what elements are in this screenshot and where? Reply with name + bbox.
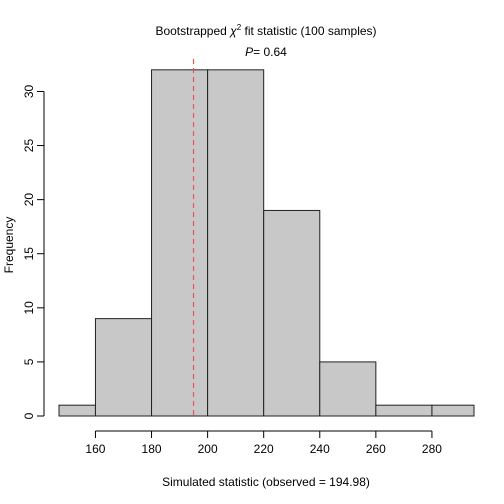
x-axis: 160 180 200 220 240 260 280 [85, 431, 442, 456]
title-suffix: fit statistic (100 samples) [241, 24, 376, 38]
x-tick-label: 260 [366, 442, 386, 456]
y-tick-label: 30 [22, 84, 36, 98]
histogram-bar [432, 405, 474, 416]
bars-layer [59, 70, 474, 416]
y-tick-label: 25 [22, 139, 36, 153]
y-tick-label: 5 [22, 358, 36, 365]
chart-subtitle: P= 0.64 [245, 45, 287, 59]
histogram-bar [320, 362, 376, 416]
x-tick-label: 240 [310, 442, 330, 456]
histogram-bar [376, 405, 432, 416]
histogram-bar [95, 319, 151, 416]
x-tick-label: 160 [85, 442, 105, 456]
histogram-bar [59, 405, 95, 416]
histogram-bar [208, 70, 264, 416]
histogram-bar [152, 70, 208, 416]
y-tick-label: 15 [22, 247, 36, 261]
histogram-bar [264, 210, 320, 416]
title-prefix: Bootstrapped [155, 24, 230, 38]
x-tick-label: 200 [198, 442, 218, 456]
subtitle-value: = 0.64 [253, 45, 287, 59]
x-axis-label: Simulated statistic (observed = 194.98) [162, 475, 370, 489]
y-tick-label: 0 [22, 412, 36, 419]
chart-title: Bootstrapped χ2 fit statistic (100 sampl… [155, 23, 376, 38]
y-axis: 0 5 10 15 20 25 30 [22, 84, 44, 419]
x-tick-label: 280 [422, 442, 442, 456]
y-axis-label: Frequency [2, 217, 16, 274]
y-tick-label: 20 [22, 193, 36, 207]
x-tick-label: 220 [254, 442, 274, 456]
y-tick-label: 10 [22, 301, 36, 315]
x-tick-label: 180 [142, 442, 162, 456]
subtitle-label: P [245, 45, 253, 59]
